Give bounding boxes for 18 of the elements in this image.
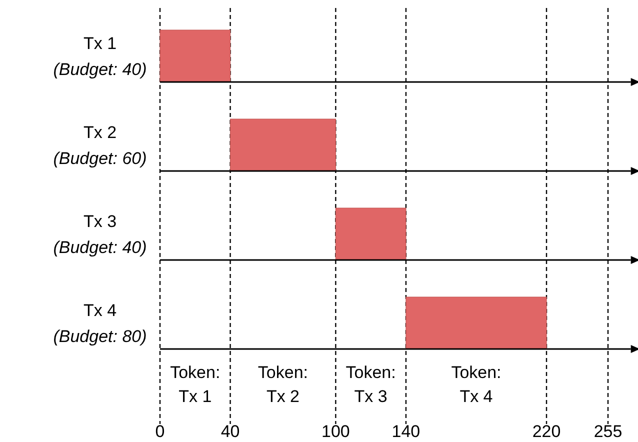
y-tick-label: Tx 4 (Budget: 80) xyxy=(53,301,147,346)
x-tick-label: 255 xyxy=(594,422,622,441)
x-tick-label: 140 xyxy=(392,422,420,441)
annotation: Token: Tx 3 xyxy=(346,363,396,406)
annotation: Token: Tx 4 xyxy=(451,363,502,406)
x-tick-label: 40 xyxy=(220,422,240,441)
annotation: Token: Tx 2 xyxy=(258,363,308,406)
x-tick-label: 0 xyxy=(155,422,165,441)
x-tick-label: 220 xyxy=(532,422,561,441)
bar xyxy=(335,208,406,260)
bar xyxy=(160,30,231,82)
bar xyxy=(230,118,336,172)
annotation: Token: Tx 1 xyxy=(170,363,220,406)
bar xyxy=(406,296,547,350)
y-tick-label: Tx 1 (Budget: 40) xyxy=(53,34,147,79)
y-tick-label: Tx 3 (Budget: 40) xyxy=(53,212,147,257)
x-tick-label: 100 xyxy=(322,422,350,441)
y-tick-label: Tx 2 (Budget: 60) xyxy=(53,123,147,168)
